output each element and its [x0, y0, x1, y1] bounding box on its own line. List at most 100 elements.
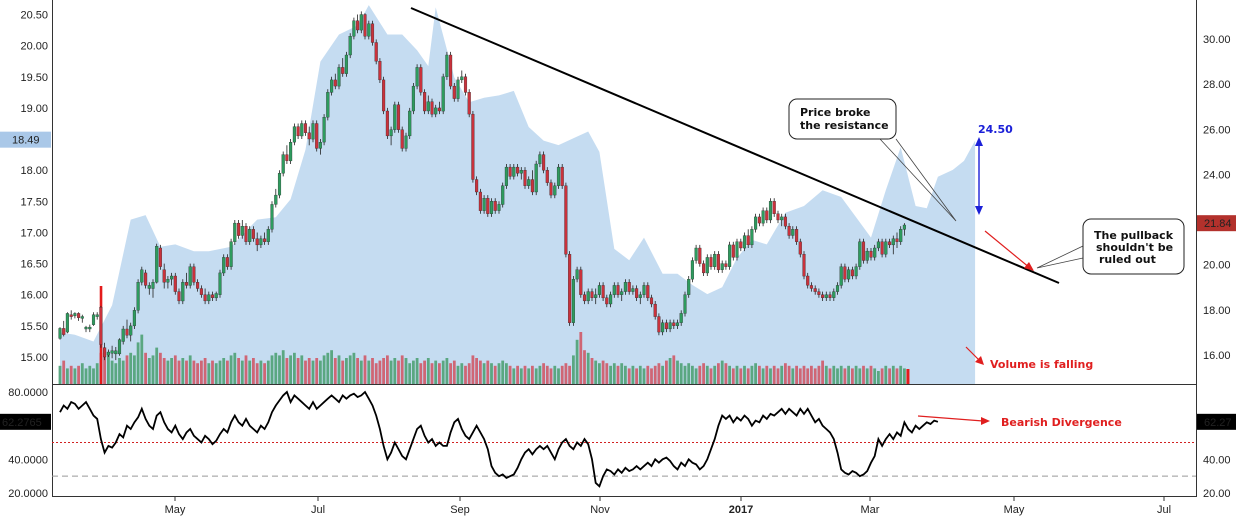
callout-box-price-broke	[788, 98, 897, 140]
volume-bar	[181, 358, 185, 384]
divergence-line	[917, 415, 984, 422]
volume-bar	[456, 365, 460, 384]
candle-body	[616, 285, 620, 295]
candle-body	[824, 294, 828, 298]
volume-bar	[226, 360, 229, 384]
candle-body	[404, 135, 408, 149]
volume-bar	[252, 358, 255, 384]
left-price-tick: 16.00	[20, 290, 48, 302]
candle-body	[307, 132, 311, 140]
volume-bar	[84, 368, 88, 384]
candle-body	[776, 213, 780, 221]
volume-bar	[449, 363, 452, 384]
volume-bar	[735, 365, 739, 384]
candle-body	[467, 92, 471, 115]
volume-bar	[371, 358, 374, 384]
candle-body	[817, 291, 821, 295]
volume-bar	[679, 363, 683, 384]
candle-body	[251, 229, 255, 239]
right-axis-area-fill	[60, 5, 976, 384]
volume-bar	[348, 355, 352, 384]
candle-body	[62, 328, 66, 335]
candle-body	[393, 104, 397, 130]
candle-body	[237, 222, 241, 236]
volume-bar	[244, 355, 248, 384]
candle-body	[341, 67, 345, 74]
volume-bar	[702, 363, 705, 384]
candle-body	[586, 291, 590, 302]
callout-line-2: shouldn't be	[1096, 241, 1173, 254]
candle-body	[151, 282, 155, 289]
volume-bar	[92, 368, 95, 384]
volume-bar	[795, 365, 798, 384]
candle-body	[233, 222, 237, 242]
right-price-tick: 18.00	[1203, 305, 1231, 317]
x-tick-label: May	[165, 504, 186, 516]
candle-body	[869, 250, 873, 258]
volume-bar	[624, 365, 627, 384]
candle-body	[876, 241, 880, 249]
candle-body	[902, 224, 906, 230]
volume-bar	[810, 365, 813, 384]
annotation-price-broke: Price broke the resistance	[788, 98, 897, 140]
candle-body	[482, 198, 486, 211]
volume-bar	[460, 363, 464, 384]
volume-bar	[382, 358, 385, 384]
volume-bar	[572, 355, 575, 384]
candle-body	[318, 142, 322, 149]
volume-bar	[739, 368, 743, 384]
volume-bar	[549, 368, 553, 384]
volume-bar	[274, 352, 278, 384]
x-tick-label: Nov	[590, 504, 610, 516]
volume-bar	[638, 365, 642, 384]
candle-body	[597, 285, 601, 295]
candle-body	[854, 266, 858, 277]
volume-bar	[192, 360, 196, 384]
candle-body	[303, 123, 308, 133]
candle-body	[415, 67, 419, 87]
volume-bar	[758, 365, 761, 384]
candle-body	[352, 20, 356, 37]
volume-bar	[746, 368, 750, 384]
volume-bar	[824, 365, 828, 384]
candle-body	[821, 294, 825, 298]
candle-body	[594, 294, 598, 298]
volume-bar	[144, 352, 147, 384]
volume-bar	[118, 358, 121, 384]
grid	[52, 0, 1197, 497]
volume-bar	[423, 360, 426, 384]
x-tick-label: May	[1004, 504, 1025, 516]
candle-body	[568, 254, 572, 323]
volume-bar	[761, 368, 765, 384]
right-price-tick: 26.00	[1203, 124, 1231, 136]
volume-bar	[891, 365, 895, 384]
candlesticks	[58, 11, 906, 361]
volume-bar	[173, 355, 177, 384]
candle-body	[601, 285, 605, 299]
candle-body	[411, 85, 415, 112]
candle-body	[177, 291, 181, 302]
rsi-right-tick: 20.00	[1203, 488, 1231, 500]
volume-bar	[319, 360, 322, 384]
left-price-tick: 16.50	[20, 259, 48, 271]
candle-body	[199, 288, 203, 295]
volume-bar	[289, 355, 292, 384]
x-tick-label: 2017	[729, 504, 753, 516]
volume-bar	[330, 350, 333, 384]
candle-body	[638, 294, 642, 298]
volume-bar	[345, 358, 348, 384]
callout-pointer-pullback	[1036, 245, 1084, 269]
candle-body	[501, 185, 505, 205]
volume-bar	[668, 358, 672, 384]
candle-body	[158, 247, 162, 267]
candle-body	[129, 325, 133, 336]
candle-body	[895, 238, 899, 242]
volume-bar	[471, 355, 475, 384]
volume-bar	[326, 352, 330, 384]
candle-body	[679, 313, 683, 323]
candle-body	[121, 328, 125, 342]
candle-body	[106, 351, 110, 356]
volume-bar	[847, 365, 850, 384]
candle-body	[181, 282, 185, 302]
volume-bar	[698, 365, 702, 384]
